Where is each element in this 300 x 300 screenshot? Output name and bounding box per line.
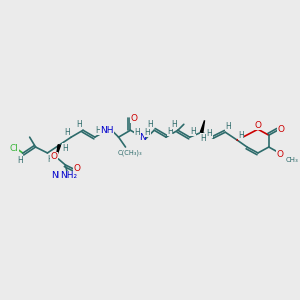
Text: NH₂: NH₂	[60, 171, 77, 180]
Polygon shape	[200, 120, 205, 133]
Text: NH: NH	[100, 126, 113, 135]
Text: H: H	[225, 122, 231, 131]
Text: O: O	[254, 121, 261, 130]
Text: H: H	[62, 143, 68, 152]
Text: O: O	[51, 152, 58, 161]
Text: CH₃: CH₃	[286, 157, 298, 163]
Text: 2: 2	[69, 176, 73, 181]
Text: H: H	[207, 129, 212, 138]
Text: H: H	[64, 128, 70, 137]
Text: NH: NH	[51, 171, 64, 180]
Text: O: O	[74, 164, 81, 173]
Text: H: H	[17, 156, 22, 165]
Text: H: H	[144, 128, 150, 137]
Text: Cl: Cl	[9, 143, 18, 152]
Polygon shape	[56, 145, 61, 157]
Text: H: H	[147, 120, 153, 129]
Text: H: H	[190, 127, 196, 136]
Text: H: H	[167, 127, 173, 136]
Text: H: H	[134, 128, 140, 137]
Text: H: H	[47, 155, 53, 164]
Text: O: O	[276, 150, 283, 159]
Text: N: N	[139, 133, 146, 142]
Text: H: H	[95, 126, 101, 135]
Text: H: H	[201, 134, 206, 142]
Text: O: O	[131, 114, 138, 123]
Text: O: O	[277, 125, 284, 134]
Text: H: H	[171, 120, 177, 129]
Text: C(CH₃)₃: C(CH₃)₃	[117, 150, 142, 156]
Text: H: H	[238, 131, 244, 140]
Text: H: H	[76, 120, 82, 129]
Text: NH₂: NH₂	[60, 174, 77, 183]
